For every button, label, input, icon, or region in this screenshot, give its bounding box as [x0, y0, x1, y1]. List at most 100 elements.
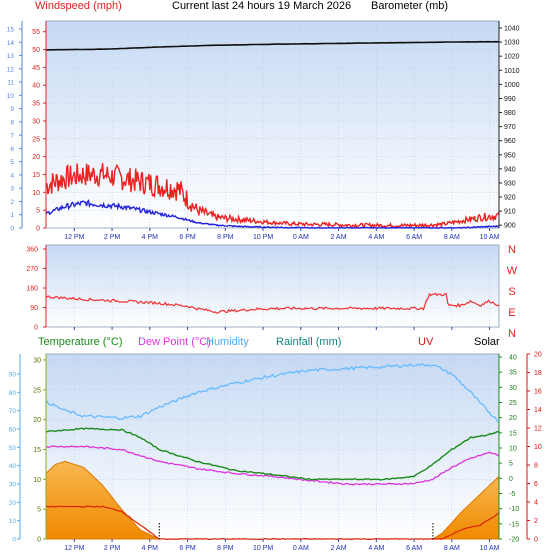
- temp-right-tick-label: 20: [509, 415, 517, 422]
- x-tick-label: 10 PM: [253, 545, 273, 552]
- beaufort-tick-label: 9: [10, 106, 14, 113]
- panel-temperature: [45, 353, 500, 540]
- humidity-tick-label: 10: [9, 518, 17, 525]
- x-tick-label: 10 PM: [253, 234, 273, 241]
- beaufort-tick-label: 8: [10, 119, 14, 126]
- uv-tick-label: 12: [534, 426, 542, 433]
- x-tick-label: 4 PM: [142, 234, 159, 241]
- beaufort-tick-label: 4: [10, 172, 14, 179]
- wind-tick-label: 45: [32, 65, 40, 72]
- average-wind-line: [45, 199, 500, 229]
- x-tick-label: 10 AM: [480, 234, 500, 241]
- barometer-tick-label: 910: [504, 209, 516, 216]
- barometer-tick-label: 970: [504, 124, 516, 131]
- wind-tick-label: 35: [32, 101, 40, 108]
- humidity-tick-label: 60: [9, 427, 17, 434]
- barometer-tick-label: 1020: [504, 54, 520, 61]
- temp-tick-label: 5: [37, 507, 41, 514]
- temp-right-tick-label: 5: [509, 461, 513, 468]
- uv-tick-label: 20: [534, 352, 542, 359]
- barometer-tick-label: 1010: [504, 68, 520, 75]
- barometer-tick-label: 980: [504, 110, 516, 117]
- x-tick-label: 2 PM: [104, 545, 121, 552]
- x-tick-label: 0 AM: [293, 545, 309, 552]
- temp-right-tick-label: 35: [509, 370, 517, 377]
- temp-tick-label: 20: [33, 417, 41, 424]
- temp-tick-label: 15: [33, 447, 41, 454]
- x-tick-label: 4 PM: [142, 545, 159, 552]
- uv-tick-label: 16: [534, 389, 542, 396]
- barometer-tick-label: 1000: [504, 82, 520, 89]
- uv-tick-label: 18: [534, 370, 542, 377]
- temp-right-tick-label: 30: [509, 385, 517, 392]
- humidity-legend: Humidity: [206, 336, 249, 348]
- gust-line: [45, 163, 500, 229]
- beaufort-tick-label: 2: [10, 199, 14, 206]
- x-tick-label: 8 AM: [444, 234, 460, 241]
- direction-line: [45, 292, 500, 314]
- direction-tick-label: 180: [26, 286, 38, 293]
- beaufort-tick-label: 11: [7, 80, 14, 87]
- x-tick-label: 6 PM: [179, 234, 196, 241]
- beaufort-tick-label: 10: [7, 93, 15, 100]
- humidity-tick-label: 50: [9, 445, 17, 452]
- wind-tick-label: 0: [36, 226, 40, 233]
- uv-tick-label: 0: [534, 537, 538, 544]
- compass-label: S: [508, 286, 515, 298]
- beaufort-tick-label: 7: [10, 133, 14, 140]
- beaufort-tick-label: 13: [7, 53, 15, 60]
- x-tick-label: 6 PM: [179, 545, 196, 552]
- direction-tick-label: 360: [26, 247, 38, 254]
- beaufort-tick-label: 1: [10, 212, 14, 219]
- temp-tick-label: 30: [33, 357, 41, 364]
- wind-tick-label: 50: [32, 47, 40, 54]
- x-tick-label: 8 PM: [217, 234, 234, 241]
- beaufort-tick-label: 3: [10, 186, 14, 193]
- uv-legend: UV: [418, 336, 434, 348]
- compass-label: N: [508, 328, 516, 340]
- compass-label: N: [508, 244, 516, 256]
- barometer-tick-label: 950: [504, 152, 516, 159]
- barometer-tick-label: 930: [504, 180, 516, 187]
- panel-direction: [45, 244, 500, 328]
- compass-label: W: [507, 265, 518, 277]
- uv-tick-label: 14: [534, 407, 542, 414]
- uv-line: [45, 505, 500, 541]
- wind-tick-label: 55: [32, 29, 40, 36]
- humidity-tick-label: 40: [9, 463, 17, 470]
- barometer-tick-label: 1040: [504, 26, 520, 33]
- x-tick-label: 6 AM: [406, 545, 422, 552]
- barometer-tick-label: 990: [504, 96, 516, 103]
- uv-tick-label: 6: [534, 481, 538, 488]
- beaufort-tick-label: 5: [10, 159, 14, 166]
- compass-label: E: [508, 307, 515, 319]
- humidity-tick-label: 90: [9, 372, 17, 379]
- uv-tick-label: 8: [534, 463, 538, 470]
- rainfall-legend: Rainfall (mm): [276, 336, 342, 348]
- barometer-axis-title: Barometer (mb): [371, 0, 449, 12]
- x-tick-label: 4 AM: [368, 234, 384, 241]
- beaufort-tick-label: 14: [7, 40, 15, 47]
- temp-right-tick-label: 15: [509, 430, 517, 437]
- temp-tick-label: 10: [33, 477, 41, 484]
- dewpoint-legend: Dew Point (°C): [138, 336, 211, 348]
- humidity-tick-label: 30: [9, 482, 17, 489]
- barometer-tick-label: 900: [504, 223, 516, 230]
- x-tick-label: 12 PM: [64, 545, 84, 552]
- barometer-tick-label: 940: [504, 166, 516, 173]
- x-tick-label: 4 AM: [368, 545, 384, 552]
- solar-legend: Solar: [474, 336, 500, 348]
- temperature-line: [45, 427, 500, 481]
- x-tick-label: 8 AM: [444, 545, 460, 552]
- humidity-line: [45, 362, 500, 423]
- barometer-line: [45, 40, 500, 51]
- x-tick-label: 2 PM: [104, 234, 121, 241]
- x-tick-label: 0 AM: [293, 234, 309, 241]
- wind-tick-label: 40: [32, 83, 40, 90]
- temp-right-tick-label: 0: [509, 476, 513, 483]
- wind-tick-label: 30: [32, 118, 40, 125]
- beaufort-tick-label: 12: [7, 66, 15, 73]
- x-tick-label: 2 AM: [331, 545, 347, 552]
- dewpoint-line: [45, 445, 500, 486]
